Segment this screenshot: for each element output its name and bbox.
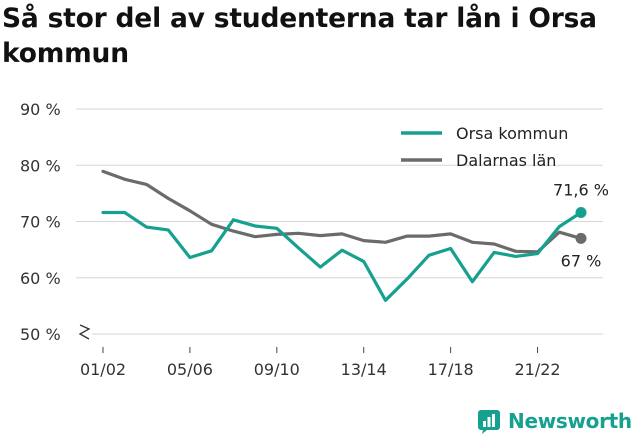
y-axis-break-icon [78,324,91,340]
x-tick-label: 21/22 [514,360,560,379]
series-line [101,169,583,254]
x-tick-label: 09/10 [254,360,300,379]
brand-name: Newsworthy [508,409,631,433]
x-tick-label: 13/14 [341,360,387,379]
end-labels: 71,6 % 67 % [553,181,609,271]
series-end-point [575,232,587,244]
newsworthy-logo-icon [478,410,500,434]
legend: Orsa kommun Dalarnas län [401,124,568,170]
end-value-label: 67 % [561,251,602,270]
y-tick-label: 50 % [20,325,61,344]
y-tick-label: 80 % [20,156,61,175]
series-line [101,210,583,302]
y-tick-label: 60 % [20,269,61,288]
y-axis-ticks: 50 % 60 % 70 % 80 % 90 % [20,100,61,344]
grid-lines [76,108,603,335]
brand[interactable]: Newsworthy [476,406,631,436]
chart-title: Så stor del av studenterna tar lån i Ors… [2,3,597,69]
end-value-label: 71,6 % [553,181,609,200]
axis-break-zigzag [78,324,91,340]
y-tick-label: 70 % [20,213,61,232]
x-tick-label: 17/18 [428,360,474,379]
x-tick-label: 05/06 [167,360,213,379]
series-end-point [575,207,587,218]
series-lines [101,169,587,302]
y-tick-label: 90 % [20,100,61,119]
x-tick-label: 01/02 [80,360,126,379]
x-axis-ticks: 01/02 05/06 09/10 13/14 17/18 21/22 [80,347,561,379]
legend-label: Dalarnas län [456,151,556,170]
legend-label: Orsa kommun [456,124,568,143]
